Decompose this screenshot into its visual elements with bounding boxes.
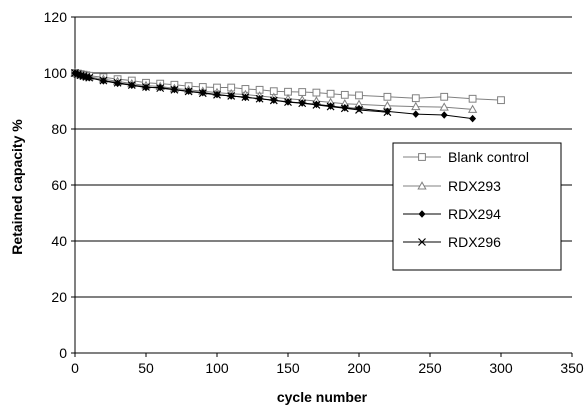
x-tick-label: 350 xyxy=(560,360,584,376)
x-tick-label: 200 xyxy=(347,360,371,376)
data-point xyxy=(170,85,179,94)
data-point xyxy=(469,114,477,123)
x-tick-label: 150 xyxy=(276,360,300,376)
data-point xyxy=(85,73,94,82)
data-point xyxy=(255,94,264,103)
legend-item: RDX294 xyxy=(403,206,501,222)
legend-label: Blank control xyxy=(448,149,529,165)
data-point xyxy=(184,87,193,96)
data-point xyxy=(298,99,307,108)
legend-item: RDX296 xyxy=(403,234,501,250)
data-point xyxy=(127,81,136,89)
x-tick-label: 50 xyxy=(138,360,154,376)
y-tick-label: 60 xyxy=(51,177,67,193)
data-point xyxy=(411,101,421,111)
x-axis-title: cycle number xyxy=(277,389,368,405)
x-tick-label: 100 xyxy=(205,360,229,376)
series-rdx296 xyxy=(71,69,392,117)
data-point xyxy=(326,89,335,98)
data-point xyxy=(113,78,122,87)
y-tick-label: 120 xyxy=(44,9,68,25)
y-axis-title: Retained capacity % xyxy=(9,119,25,255)
data-point xyxy=(440,92,449,101)
data-point xyxy=(340,104,349,113)
data-point xyxy=(355,91,363,100)
x-tick-label: 300 xyxy=(489,360,513,376)
legend-label: RDX294 xyxy=(448,206,501,222)
legend-marker xyxy=(417,181,427,190)
x-tick-label: 250 xyxy=(418,360,442,376)
y-tick-label: 100 xyxy=(44,65,68,81)
data-point xyxy=(497,96,505,105)
data-point xyxy=(312,100,321,109)
data-point xyxy=(99,76,108,85)
legend-item: RDX293 xyxy=(403,178,501,194)
data-point xyxy=(82,72,91,81)
data-point xyxy=(213,90,221,99)
y-tick-label: 0 xyxy=(59,345,67,361)
legend-marker xyxy=(418,238,426,246)
y-tick-label: 80 xyxy=(51,121,67,137)
data-point xyxy=(468,94,477,103)
data-point xyxy=(411,94,420,103)
data-point xyxy=(355,106,363,114)
y-tick-label: 20 xyxy=(51,289,67,305)
data-point xyxy=(326,102,335,111)
data-point xyxy=(383,108,392,117)
legend-marker xyxy=(418,210,426,218)
data-point xyxy=(340,90,349,99)
data-point xyxy=(312,88,321,97)
legend-item: Blank control xyxy=(403,149,529,165)
data-point xyxy=(79,72,88,81)
data-point xyxy=(383,92,392,101)
data-point xyxy=(467,104,478,113)
legend-marker xyxy=(418,153,426,161)
legend: Blank control RDX293 RDX294 RDX296 xyxy=(392,142,562,271)
legend-label: RDX293 xyxy=(448,178,501,194)
data-point xyxy=(439,102,449,111)
data-point xyxy=(284,98,292,107)
legend-label: RDX296 xyxy=(448,234,501,250)
legend-box xyxy=(392,142,562,271)
data-point xyxy=(412,110,420,118)
gridlines xyxy=(75,16,572,298)
data-point xyxy=(76,71,85,80)
x-tick-label: 0 xyxy=(71,360,79,376)
series-group xyxy=(70,68,505,123)
data-point xyxy=(241,93,250,102)
data-point xyxy=(440,111,448,119)
data-point xyxy=(298,88,307,96)
tick-labels: 0 20 40 60 80 100 120 0 50 100 150 200 250 300 350 xyxy=(44,9,584,376)
data-point xyxy=(269,96,278,105)
y-tick-label: 40 xyxy=(51,233,67,249)
data-point xyxy=(227,92,236,100)
data-point xyxy=(142,83,150,91)
data-point xyxy=(198,89,207,98)
data-point xyxy=(156,84,165,93)
